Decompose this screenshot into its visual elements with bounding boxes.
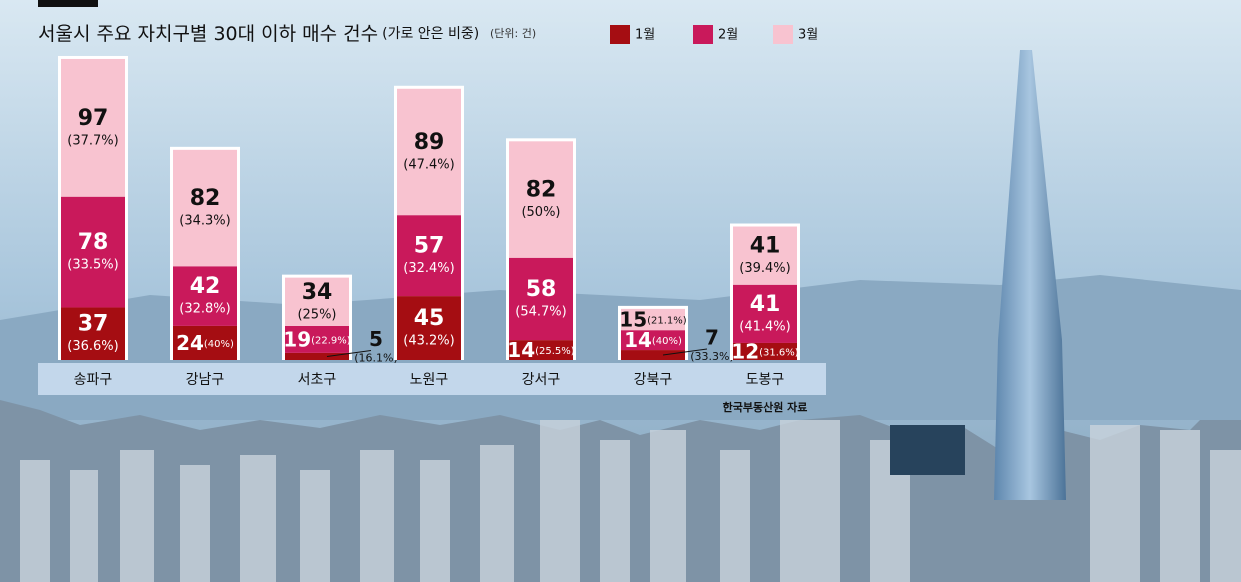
bar-segment	[173, 149, 237, 267]
x-tick-label: 강서구	[522, 372, 561, 388]
segment-label: 19(22.9%)	[283, 327, 351, 351]
value-label: 58	[526, 277, 557, 302]
value-label: 15	[619, 307, 647, 331]
legend-label: 3월	[798, 28, 818, 43]
share-label: (33.5%)	[67, 258, 118, 273]
x-tick-label: 도봉구	[746, 372, 785, 388]
bar-segment	[173, 266, 237, 326]
segment-label: 24(40%)	[176, 330, 234, 354]
x-tick-label: 송파구	[74, 372, 113, 388]
x-tick-label: 서초구	[298, 372, 337, 388]
share-label: (34.3%)	[179, 214, 230, 229]
subtitle: (가로 안은 비중)	[382, 26, 479, 42]
share-label: (31.6%)	[759, 347, 799, 358]
leader-line	[662, 348, 708, 356]
tab-marker	[38, 0, 98, 7]
bar-segment	[61, 58, 125, 197]
bar-segment	[397, 296, 461, 360]
share-label: (32.4%)	[403, 261, 454, 276]
value-label: 7	[705, 326, 719, 350]
bar-segment	[621, 330, 685, 351]
value-label: 5	[369, 327, 383, 351]
legend-swatch	[773, 25, 793, 44]
value-label: 37	[78, 312, 109, 337]
share-label: (25.5%)	[535, 346, 575, 357]
value-label: 82	[190, 186, 221, 211]
building	[890, 425, 965, 475]
share-label: (21.1%)	[647, 316, 687, 327]
share-label: (32.8%)	[179, 302, 230, 317]
share-label: (25%)	[297, 307, 336, 322]
value-label: 24	[176, 330, 204, 354]
leader-line	[326, 349, 372, 357]
tower	[994, 50, 1066, 500]
bar-segment	[621, 308, 685, 331]
x-tick-label: 강남구	[186, 372, 225, 388]
value-label: 14	[624, 328, 652, 352]
share-label: (54.7%)	[515, 304, 566, 319]
legend-label: 2월	[718, 28, 738, 43]
bar-segment	[285, 352, 349, 360]
segment-label: 14(25.5%)	[507, 338, 575, 362]
legend-swatch	[610, 25, 630, 44]
bar-segment	[509, 257, 573, 341]
value-label: 97	[78, 106, 109, 131]
bar-segment	[509, 141, 573, 258]
share-label: (40%)	[652, 336, 682, 347]
share-label: (43.2%)	[403, 334, 454, 349]
value-label: 78	[78, 230, 109, 255]
value-label: 41	[750, 292, 781, 317]
bar-segment	[621, 350, 685, 360]
value-label: 41	[750, 234, 781, 259]
share-label: (40%)	[204, 339, 234, 350]
x-tick-label: 노원구	[410, 372, 449, 388]
bar-segment	[61, 307, 125, 360]
bar-segment	[61, 196, 125, 308]
share-label: (33.3%)	[690, 350, 734, 363]
bar-segment	[733, 342, 797, 360]
title: 서울시 주요 자치구별 30대 이하 매수 건수	[38, 23, 378, 45]
segment-label: 14(40%)	[624, 328, 682, 352]
source: 한국부동산원 자료	[723, 400, 808, 414]
value-label: 45	[414, 306, 445, 331]
share-label: (50%)	[521, 205, 560, 220]
share-label: (41.4%)	[739, 319, 790, 334]
value-label: 82	[526, 178, 557, 203]
share-label: (37.7%)	[67, 133, 118, 148]
unit: (단위: 건)	[490, 27, 536, 40]
share-label: (16.1%)	[354, 351, 398, 364]
value-label: 89	[414, 130, 445, 155]
share-label: (36.6%)	[67, 339, 118, 354]
bar-segment	[397, 88, 461, 216]
value-label: 34	[302, 280, 333, 305]
bar-segment	[173, 325, 237, 360]
bar-segment	[397, 215, 461, 297]
segment-label: 12(31.6%)	[731, 339, 799, 363]
bar-segment	[733, 226, 797, 285]
chart-title: 서울시 주요 자치구별 30대 이하 매수 건수 (가로 안은 비중)	[38, 23, 479, 45]
value-label: 19	[283, 327, 311, 351]
bar-segment	[733, 284, 797, 343]
share-label: (47.4%)	[403, 157, 454, 172]
share-label: (39.4%)	[739, 261, 790, 276]
segment-label: 15(21.1%)	[619, 307, 687, 331]
legend-swatch	[693, 25, 713, 44]
x-tick-label: 강북구	[634, 372, 673, 388]
bar-segment	[509, 340, 573, 360]
value-label: 12	[731, 339, 759, 363]
value-label: 42	[190, 274, 221, 299]
bar-segment	[285, 277, 349, 326]
value-label: 57	[414, 234, 445, 259]
bar-segment	[285, 325, 349, 353]
category-band	[38, 363, 826, 395]
share-label: (22.9%)	[311, 335, 351, 346]
value-label: 14	[507, 338, 535, 362]
legend-label: 1월	[635, 28, 655, 43]
